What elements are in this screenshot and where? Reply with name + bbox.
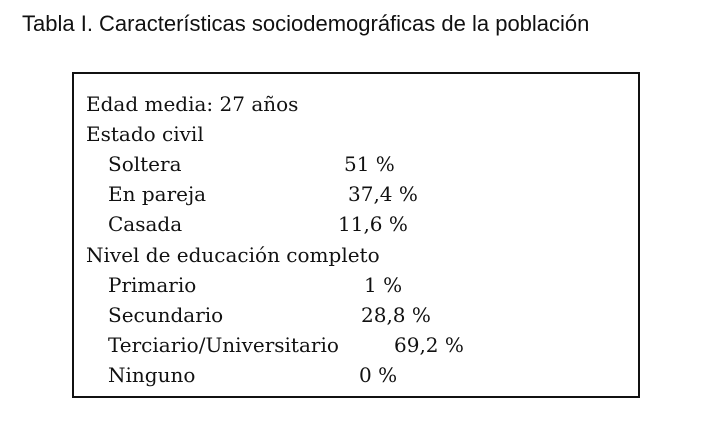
- education-row-value: 1 %: [364, 273, 403, 297]
- education-row-label: Ninguno: [108, 363, 196, 387]
- education-row-value: 0 %: [359, 363, 398, 387]
- marital-status-heading: Estado civil: [86, 122, 204, 146]
- marital-row-label: En pareja: [108, 182, 207, 206]
- marital-row-value: 11,6 %: [338, 212, 408, 236]
- demographics-table: Edad media: 27 años Estado civil Soltera…: [72, 72, 640, 398]
- education-row-value: 28,8 %: [361, 303, 431, 327]
- marital-row-value: 51 %: [344, 152, 395, 176]
- marital-row-label: Casada: [108, 212, 183, 236]
- education-row-label: Terciario/Universitario: [108, 333, 339, 357]
- table-title: Tabla I. Características sociodemográfic…: [22, 11, 590, 36]
- mean-age-text: Edad media: 27 años: [86, 92, 299, 116]
- education-row-label: Primario: [108, 273, 197, 297]
- marital-row-label: Soltera: [108, 152, 182, 176]
- education-heading: Nivel de educación completo: [86, 243, 380, 267]
- education-row-value: 69,2 %: [394, 333, 464, 357]
- marital-row-value: 37,4 %: [348, 182, 418, 206]
- education-row-label: Secundario: [108, 303, 224, 327]
